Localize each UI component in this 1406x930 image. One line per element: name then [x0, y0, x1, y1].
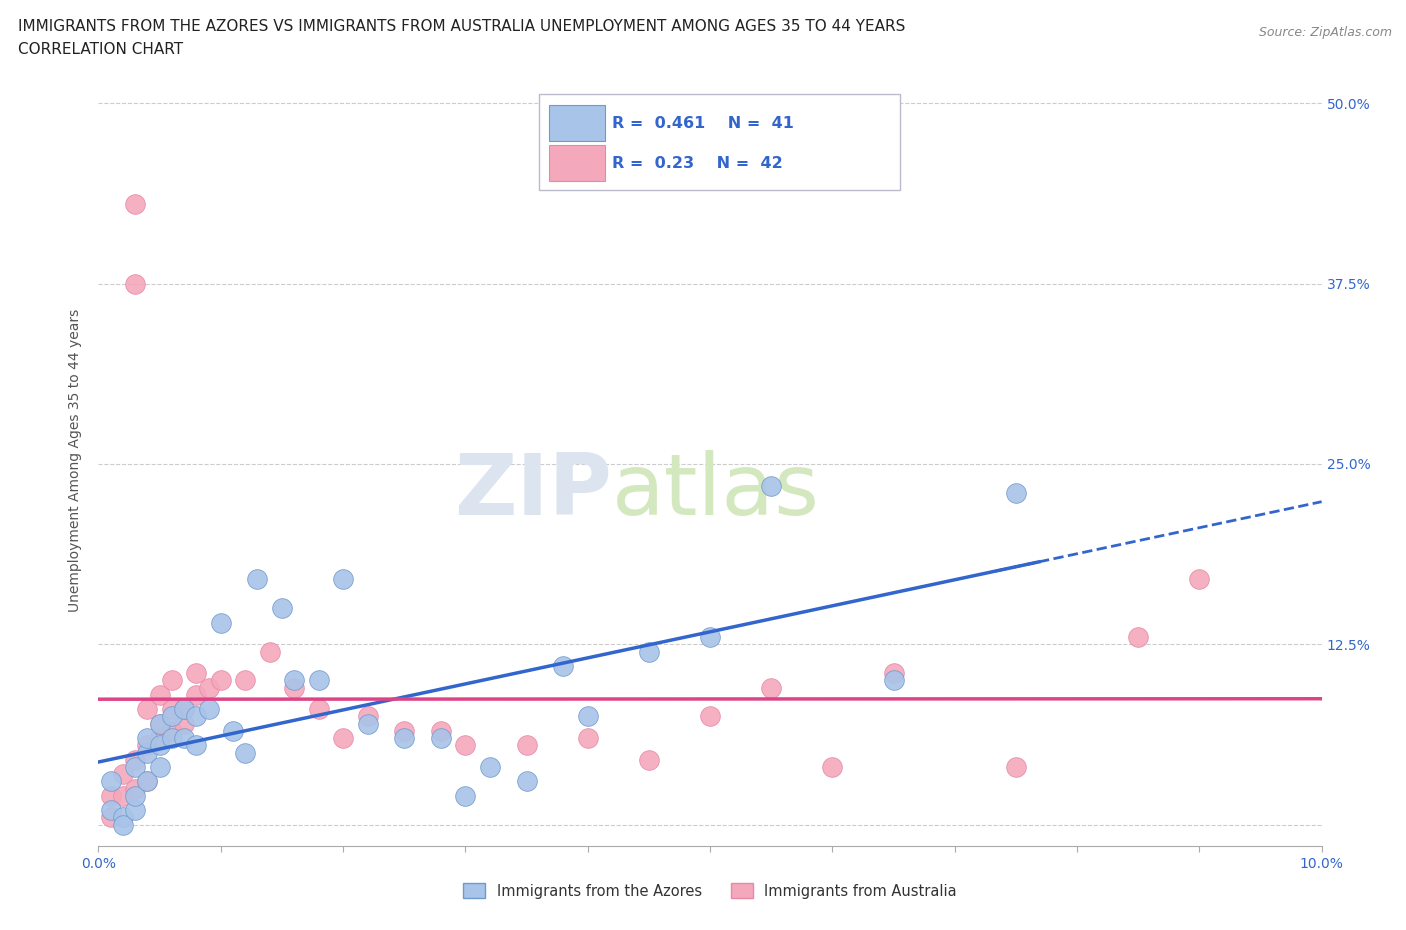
Point — [111, 766, 134, 781]
Point — [186, 687, 208, 702]
Point — [186, 737, 208, 752]
Point — [1128, 630, 1150, 644]
Point — [332, 731, 354, 746]
Point — [100, 803, 122, 817]
Point — [124, 803, 146, 817]
Point — [136, 737, 159, 752]
Point — [136, 774, 159, 789]
FancyBboxPatch shape — [538, 94, 900, 191]
Point — [516, 737, 538, 752]
Point — [454, 789, 477, 804]
Point — [124, 760, 146, 775]
Point — [222, 724, 245, 738]
Point — [186, 709, 208, 724]
Point — [553, 658, 575, 673]
Point — [233, 745, 256, 760]
Point — [308, 673, 330, 688]
Point — [160, 702, 183, 717]
Point — [173, 702, 195, 717]
Point — [173, 731, 195, 746]
Point — [270, 601, 292, 616]
Point — [430, 724, 453, 738]
Point — [160, 709, 183, 724]
Point — [136, 745, 159, 760]
Point — [356, 709, 378, 724]
Point — [149, 760, 172, 775]
Point — [173, 716, 195, 731]
Point — [186, 666, 208, 681]
FancyBboxPatch shape — [548, 145, 605, 181]
Point — [883, 666, 905, 681]
Point — [637, 644, 661, 659]
Y-axis label: Unemployment Among Ages 35 to 44 years: Unemployment Among Ages 35 to 44 years — [69, 309, 83, 612]
Point — [136, 702, 159, 717]
Point — [149, 737, 172, 752]
Point — [392, 724, 416, 738]
Point — [197, 680, 219, 695]
Point — [1188, 572, 1211, 587]
FancyBboxPatch shape — [548, 105, 605, 140]
Point — [100, 810, 122, 825]
Point — [209, 673, 232, 688]
Text: ZIP: ZIP — [454, 450, 612, 533]
Point — [430, 731, 453, 746]
Text: R =  0.461    N =  41: R = 0.461 N = 41 — [612, 115, 794, 130]
Point — [111, 789, 134, 804]
Point — [259, 644, 281, 659]
Point — [124, 752, 146, 767]
Text: IMMIGRANTS FROM THE AZORES VS IMMIGRANTS FROM AUSTRALIA UNEMPLOYMENT AMONG AGES : IMMIGRANTS FROM THE AZORES VS IMMIGRANTS… — [18, 19, 905, 33]
Point — [699, 709, 721, 724]
Point — [576, 731, 599, 746]
Point — [356, 716, 378, 731]
Point — [699, 630, 721, 644]
Point — [392, 731, 416, 746]
Point — [197, 702, 219, 717]
Legend: Immigrants from the Azores, Immigrants from Australia: Immigrants from the Azores, Immigrants f… — [457, 878, 963, 905]
Point — [149, 716, 172, 731]
Point — [308, 702, 330, 717]
Point — [160, 673, 183, 688]
Point — [209, 616, 232, 631]
Point — [759, 680, 782, 695]
Point — [759, 478, 782, 493]
Text: CORRELATION CHART: CORRELATION CHART — [18, 42, 183, 57]
Point — [160, 724, 183, 738]
Point — [124, 197, 146, 212]
Point — [149, 716, 172, 731]
Point — [124, 789, 146, 804]
Point — [821, 760, 844, 775]
Point — [136, 774, 159, 789]
Point — [111, 810, 134, 825]
Point — [149, 687, 172, 702]
Point — [454, 737, 477, 752]
Point — [246, 572, 269, 587]
Point — [283, 680, 305, 695]
Point — [160, 731, 183, 746]
Point — [637, 752, 661, 767]
Point — [124, 781, 146, 796]
Point — [100, 774, 122, 789]
Text: R =  0.23    N =  42: R = 0.23 N = 42 — [612, 155, 783, 171]
Point — [100, 789, 122, 804]
Point — [478, 760, 501, 775]
Point — [233, 673, 256, 688]
Text: Source: ZipAtlas.com: Source: ZipAtlas.com — [1258, 26, 1392, 39]
Point — [136, 731, 159, 746]
Point — [883, 673, 905, 688]
Point — [283, 673, 305, 688]
Point — [576, 709, 599, 724]
Point — [516, 774, 538, 789]
Point — [1004, 760, 1026, 775]
Point — [1004, 485, 1026, 500]
Point — [332, 572, 354, 587]
Point — [111, 817, 134, 832]
Point — [149, 731, 172, 746]
Point — [173, 702, 195, 717]
Point — [124, 276, 146, 291]
Text: atlas: atlas — [612, 450, 820, 533]
